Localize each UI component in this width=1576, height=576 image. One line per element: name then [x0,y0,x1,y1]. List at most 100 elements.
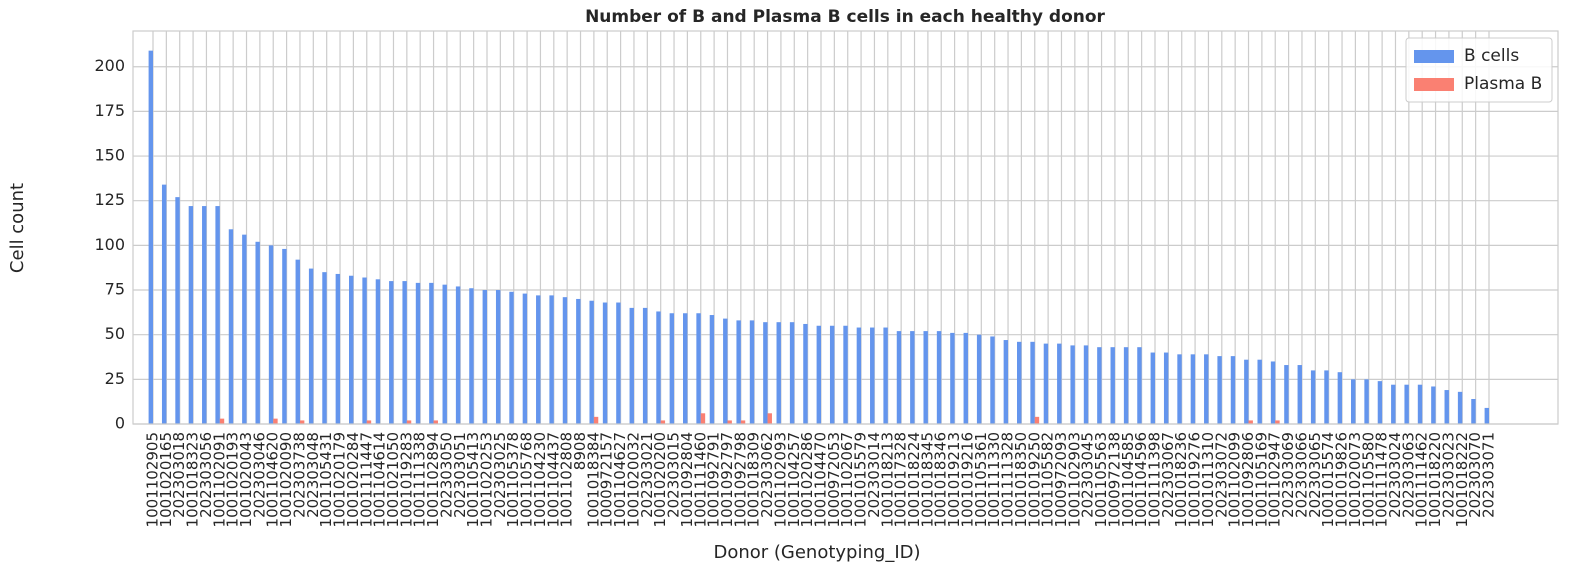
x-tick-label: 1001105361 [972,432,990,527]
bar [763,322,768,424]
x-tick-label: 1001018323 [184,432,202,527]
bar [562,297,568,424]
x-tick-label: 202303046 [250,432,268,518]
bar [602,302,608,424]
bar [415,282,421,424]
bar [349,275,354,424]
bar [1270,361,1276,424]
x-tick-label: 1000972157 [598,432,616,527]
bar [1017,341,1022,424]
bar [789,322,795,424]
bar [990,336,995,424]
x-tick-label: 202303015 [665,432,683,518]
bar [1257,359,1262,424]
bar [1351,379,1356,424]
x-tick-label: 1001020165 [157,432,175,527]
x-tick-label: 1001111447 [357,432,375,527]
x-tick-label: 202303056 [197,432,215,518]
bar [406,420,412,424]
x-tick-label: 1001104620 [264,432,282,527]
x-tick-label: 1001018236 [1172,432,1190,527]
bar [843,325,848,424]
x-tick-label: 202303018 [170,432,188,518]
x-tick-label: 1001104596 [1132,432,1150,527]
bar [1217,356,1222,424]
bar [295,259,300,424]
x-tick-label: 1001018384 [584,432,602,527]
x-tick-label: 1001020284 [344,432,362,527]
bar [1364,379,1369,424]
bar [700,413,706,424]
bar [362,277,367,424]
x-tick-label: 1001104257 [785,432,803,527]
bar [1248,420,1253,424]
x-tick-label: 1001111328 [999,432,1017,527]
x-tick-label: 1001092804 [678,432,696,527]
y-tick-label: 150 [94,146,125,165]
bar [308,268,314,424]
x-tick-label: 1001111330 [985,432,1003,527]
legend-swatch [1414,50,1454,63]
bar [469,288,474,424]
x-tick-label: 202303062 [758,432,776,518]
bar [1110,347,1115,424]
x-tick-label: 202303065 [1306,432,1324,518]
bar [1177,354,1182,424]
x-tick-label: 1001020200 [651,432,669,527]
x-tick-label: 202303069 [1279,432,1297,518]
bar [856,327,862,424]
bar [495,290,501,424]
bar [455,286,461,424]
bar [1204,354,1209,424]
bar [1275,420,1280,424]
x-tick-label: 202303045 [1079,432,1097,518]
bar [1391,384,1396,424]
bar [228,229,234,424]
bar [1431,386,1436,424]
bar [202,206,207,424]
x-tick-label: 202303023 [1439,432,1457,518]
bar [1297,365,1302,424]
x-tick-label: 1001102894 [424,432,442,527]
x-tick-label: 1001018222 [1453,432,1471,527]
x-tick-label: 1001018345 [918,432,936,527]
bar [950,332,955,424]
bar [268,245,274,424]
x-tick-label: 1001102099 [1226,432,1244,527]
bar [1123,347,1129,424]
bar [1404,384,1409,424]
bar [215,206,220,424]
bar [1377,381,1383,424]
bar [442,284,447,424]
x-tick-label: 1001018350 [1012,432,1030,527]
bar [322,272,327,424]
x-tick-label: 1000972053 [825,432,843,527]
bar [1484,407,1489,424]
x-tick-label: 1001104230 [531,432,549,527]
bar [1310,370,1316,424]
x-tick-label: 8908 [571,432,589,470]
y-tick-label: 25 [105,369,125,388]
y-axis-label: Cell count [7,183,28,273]
bar [1444,390,1449,424]
bar [402,281,407,424]
x-tick-label: 1001019250 [1025,432,1043,527]
bar [660,420,666,424]
bar [1190,354,1196,424]
bar [776,322,781,424]
plot-frame [132,30,1559,425]
x-tick-label: 1001092798 [731,432,749,527]
x-tick-label: 202303014 [865,432,883,518]
bar [593,416,599,424]
bar [736,320,741,424]
x-tick-label: 1000972138 [1105,432,1123,527]
x-tick-label: 1001105768 [518,432,536,527]
bar [1150,352,1155,424]
x-tick-label: 1001105563 [1092,432,1110,527]
chart-title: Number of B and Plasma B cells in each h… [585,7,1105,27]
bar [1230,356,1236,424]
x-tick-label: 1001111478 [1373,432,1391,527]
bar [1163,352,1169,424]
bar [1457,391,1463,424]
x-tick-label: 1001092797 [718,432,736,527]
